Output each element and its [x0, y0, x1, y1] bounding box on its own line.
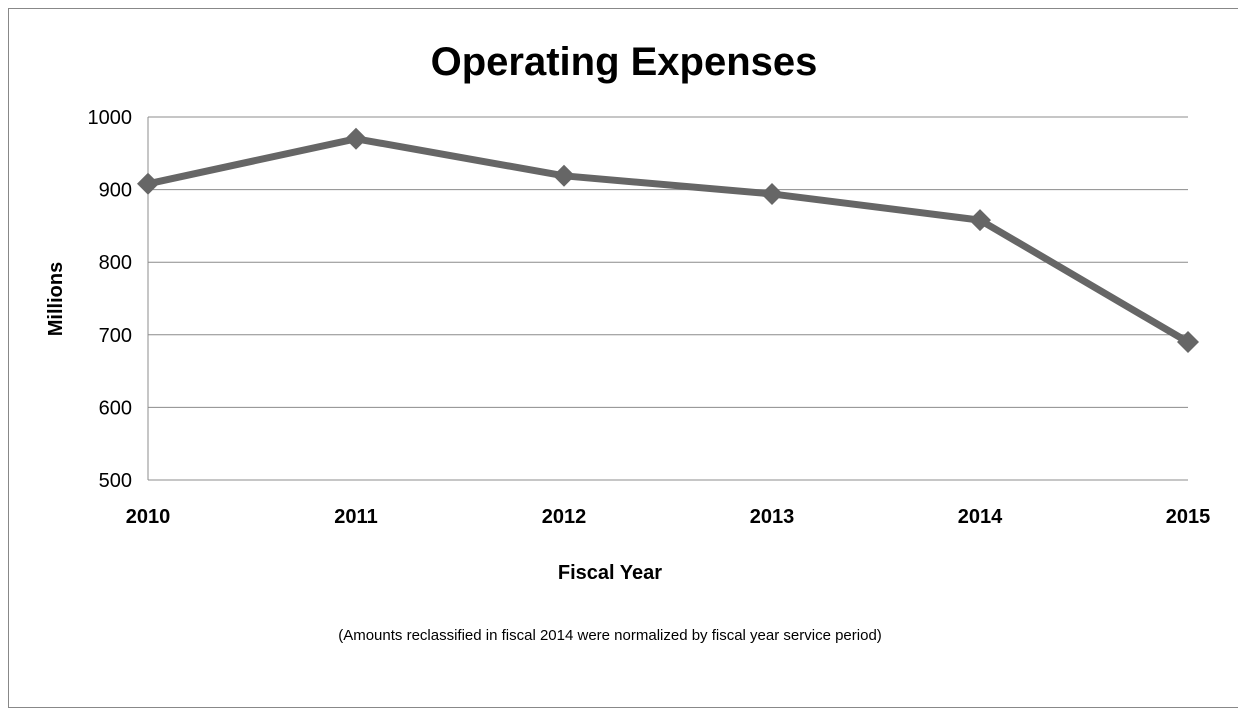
data-point	[969, 209, 991, 232]
data-point	[345, 127, 367, 150]
y-axis-ticks: 500 600 700 800 900 1000	[88, 107, 133, 492]
gridlines	[148, 116, 1188, 408]
y-tick-label: 600	[99, 397, 132, 419]
y-tick-label: 700	[99, 325, 132, 347]
line-chart: Operating Expenses Millions 500 600 700 800…	[45, 40, 1211, 644]
chart-footnote: (Amounts reclassified in fiscal 2014 wer…	[338, 627, 882, 644]
x-tick-label: 2013	[750, 506, 795, 528]
data-point	[137, 172, 159, 195]
series-line	[144, 135, 1192, 346]
axes	[147, 117, 1188, 481]
series-layer	[137, 127, 1199, 354]
y-tick-label: 1000	[88, 107, 133, 129]
x-tick-label: 2011	[334, 506, 377, 528]
y-axis-title: Millions	[45, 262, 67, 336]
x-tick-label: 2012	[542, 506, 587, 528]
y-tick-label: 900	[99, 180, 132, 202]
x-tick-label: 2014	[958, 506, 1003, 528]
x-tick-label: 2010	[126, 506, 171, 528]
x-axis-title: Fiscal Year	[558, 562, 662, 584]
chart-title: Operating Expenses	[431, 40, 818, 84]
x-axis-ticks: 2010 2011 2012 2013 2014 2015	[126, 506, 1211, 528]
y-tick-label: 800	[99, 252, 132, 274]
data-point	[1177, 331, 1199, 354]
y-tick-label: 500	[99, 470, 132, 492]
x-tick-label: 2015	[1166, 506, 1211, 528]
data-point	[761, 182, 783, 205]
data-point	[553, 164, 575, 187]
